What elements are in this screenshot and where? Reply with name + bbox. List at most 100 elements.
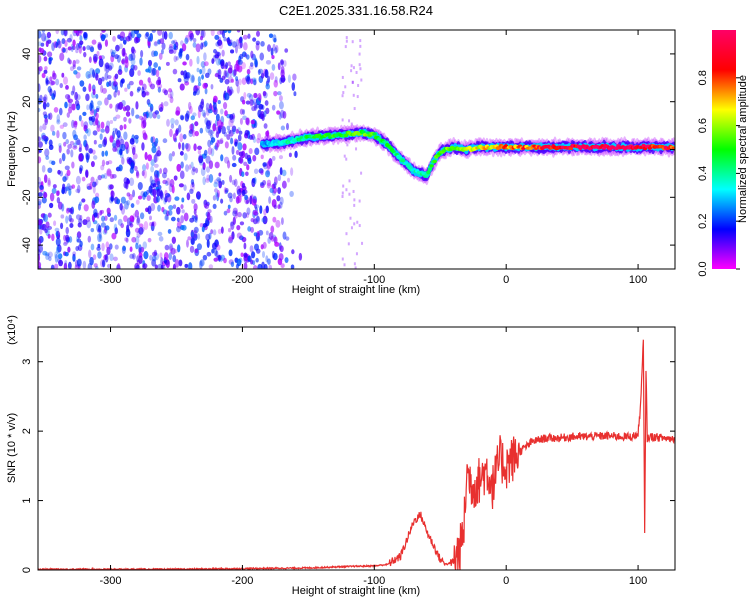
heatmap-noise-cell [144,151,148,161]
heatmap-noise-cell [341,194,344,198]
heatmap-noise-cell [168,43,174,49]
heatmap-noise-cell [346,143,349,147]
y-tick-label: 3 [21,359,33,365]
heatmap-noise-cell [155,152,160,157]
heatmap-noise-cell [120,78,125,84]
heatmap-noise-cell [275,219,281,228]
heatmap-noise-cell [255,248,261,254]
y-tick-label: 0 [21,146,33,152]
heatmap-noise-cell [99,133,103,141]
heatmap-noise-cell [40,132,46,142]
heatmap-noise-cell [221,126,226,135]
heatmap-noise-cell [192,41,197,48]
heatmap-noise-cell [125,105,131,112]
heatmap-noise-cell [219,137,224,144]
heatmap-noise-cell [91,149,96,155]
heatmap-noise-cell [179,48,184,53]
heatmap-noise-cell [50,80,56,86]
heatmap-noise-cell [48,139,53,147]
heatmap-noise-cell [205,166,211,173]
heatmap-noise-cell [168,205,174,211]
heatmap-noise-cell [227,129,232,135]
heatmap-noise-cell [49,88,53,97]
heatmap-noise-cell [57,169,61,175]
heatmap-noise-cell [55,78,60,86]
heatmap-noise-cell [273,181,277,189]
heatmap-noise-cell [38,136,41,142]
heatmap-noise-cell [216,177,221,182]
heatmap-noise-cell [46,102,50,108]
heatmap-noise-cell [250,78,254,85]
heatmap-noise-cell [150,159,155,167]
heatmap-noise-cell [121,59,125,65]
heatmap-noise-cell [42,101,47,110]
heatmap-noise-cell [131,46,135,54]
heatmap-noise-cell [43,191,48,199]
heatmap-noise-cell [358,52,361,56]
heatmap-noise-cell [280,263,285,269]
heatmap-noise-cell [142,132,148,140]
heatmap-noise-cell [119,124,124,131]
heatmap-noise-cell [361,241,364,245]
heatmap-noise-cell [89,181,93,190]
heatmap-noise-cell [142,192,146,200]
heatmap-noise-cell [138,244,142,253]
snr-frame [37,326,676,571]
heatmap-noise-cell [63,241,68,246]
heatmap-noise-cell [159,107,163,112]
heatmap-noise-cell [126,179,130,184]
heatmap-noise-cell [242,212,247,219]
heatmap-noise-cell [56,130,60,139]
heatmap-noise-cell [199,127,204,134]
heatmap-noise-cell [259,52,265,61]
heatmap-noise-cell [174,258,180,268]
heatmap-noise-cell [190,161,194,169]
heatmap-noise-cell [120,138,125,146]
heatmap-noise-cell [95,105,101,111]
heatmap-noise-cell [124,59,129,69]
heatmap-noise-cell [75,246,80,252]
heatmap-noise-cell [184,113,190,122]
x-tick-label: 100 [629,274,647,286]
heatmap-noise-cell [151,221,155,226]
heatmap-noise-cell [176,217,180,222]
x-tick-label: -300 [100,575,122,587]
heatmap-noise-cell [191,168,196,176]
heatmap-noise-cell [245,54,250,60]
heatmap-noise-cell [104,253,109,263]
heatmap-noise-cell [271,250,275,259]
heatmap-noise-cell [277,174,282,182]
heatmap-noise-cell [139,57,143,66]
heatmap-noise-cell [158,79,162,85]
heatmap-noise-cell [164,189,168,197]
heatmap-noise-cell [113,214,118,221]
heatmap-noise-cell [115,114,121,119]
heatmap-noise-cell [225,61,229,68]
heatmap-noise-cell [117,147,122,155]
heatmap-noise-cell [142,263,148,269]
heatmap-noise-cell [195,167,199,174]
heatmap-noise-cell [222,30,228,34]
heatmap-noise-cell [133,30,140,35]
heatmap-noise-cell [169,96,174,104]
heatmap-noise-cell [220,108,224,115]
heatmap-noise-cell [68,236,73,243]
heatmap-noise-cell [205,107,210,116]
heatmap-noise-cell [252,260,256,266]
heatmap-noise-cell [192,91,197,96]
heatmap-noise-cell [107,75,112,80]
heatmap-noise-cell [184,72,190,79]
heatmap-ridge-cell [429,164,434,168]
heatmap-noise-cell [221,180,225,186]
heatmap-noise-cell [275,45,279,53]
heatmap-noise-cell [247,255,251,262]
heatmap-noise-cell [173,175,178,181]
heatmap-noise-cell [189,123,194,131]
heatmap-noise-cell [210,83,214,90]
heatmap-noise-cell [135,170,139,177]
heatmap-noise-cell [132,213,136,220]
heatmap-noise-cell [290,264,295,269]
heatmap-noise-cell [212,54,217,62]
heatmap-noise-cell [135,114,140,119]
heatmap-noise-cell [157,204,161,212]
